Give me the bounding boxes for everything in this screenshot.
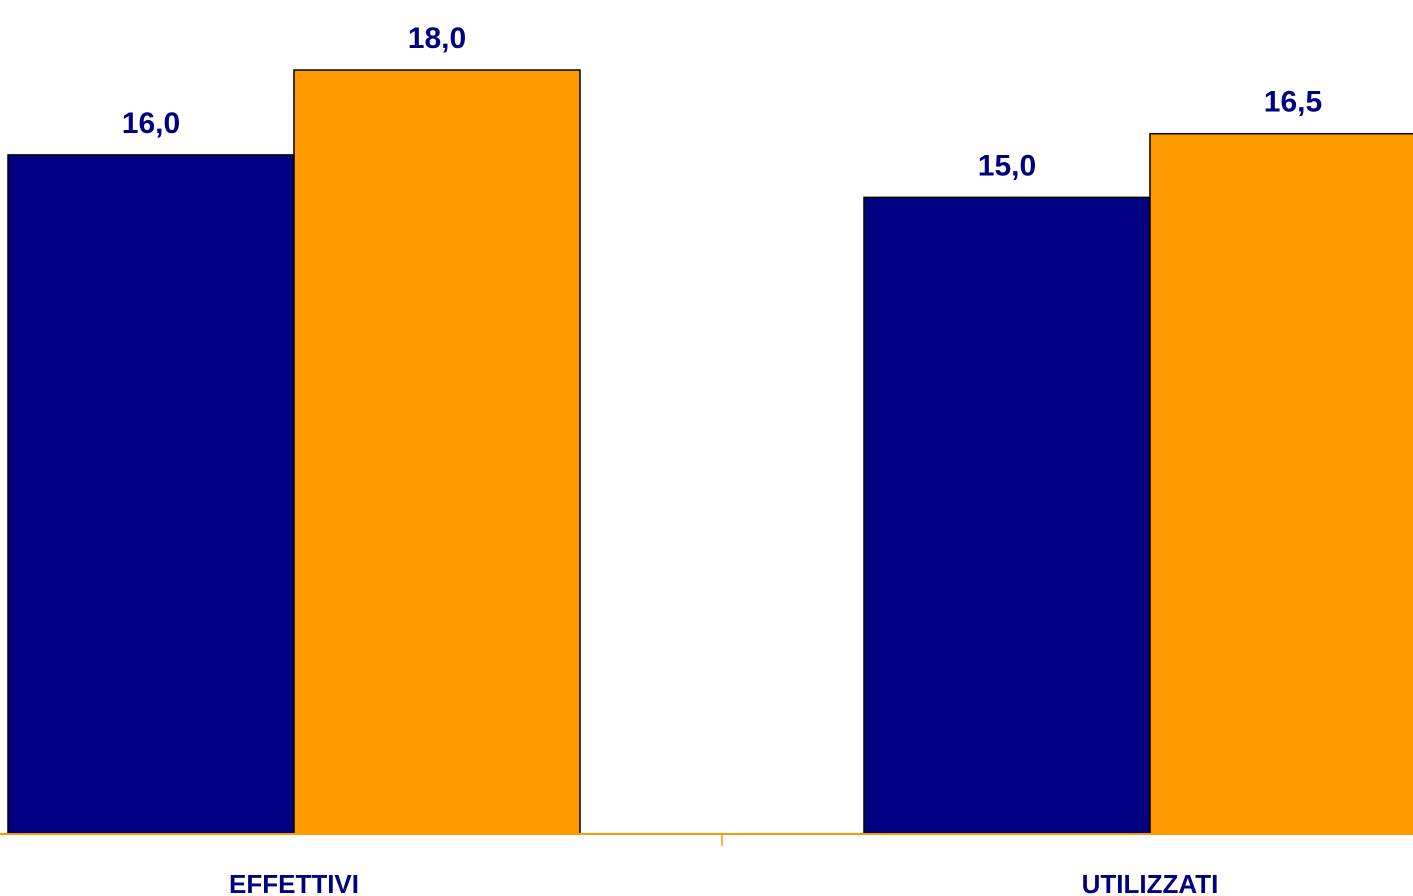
category-labels-group: EFFETTIVI UTILIZZATI	[229, 869, 1218, 896]
category-label-utilizzati: UTILIZZATI	[1082, 869, 1219, 896]
data-labels-group: 16,0 18,0 15,0 16,5	[122, 22, 1322, 182]
data-label-effettivi-series-2: 18,0	[408, 22, 466, 55]
bars-group	[7, 69, 1413, 835]
bar-effettivi-series-2	[293, 69, 581, 835]
data-label-utilizzati-series-2: 16,5	[1264, 86, 1322, 119]
data-label-utilizzati-series-1: 15,0	[978, 149, 1036, 182]
bar-utilizzati-series-2	[1149, 132, 1413, 835]
category-label-effettivi: EFFETTIVI	[229, 869, 359, 896]
bar-utilizzati-series-1	[863, 196, 1151, 835]
bar-effettivi-series-1	[7, 154, 295, 835]
data-label-effettivi-series-1: 16,0	[122, 107, 180, 140]
